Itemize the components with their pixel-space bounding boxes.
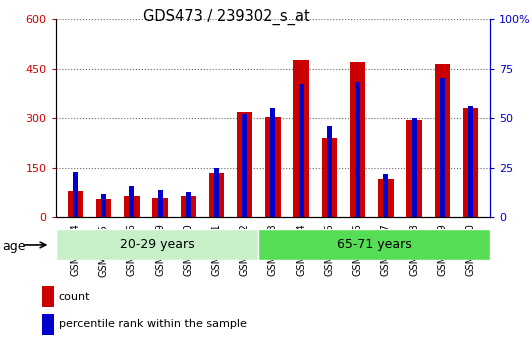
Bar xyxy=(265,117,281,217)
Bar xyxy=(299,85,304,217)
Bar xyxy=(259,229,490,260)
Bar xyxy=(186,191,191,217)
Bar xyxy=(157,190,163,217)
Bar xyxy=(463,108,478,217)
Bar xyxy=(129,186,134,217)
Bar xyxy=(42,314,54,335)
Bar xyxy=(378,179,394,217)
Bar xyxy=(42,286,54,307)
Bar xyxy=(68,191,83,217)
Bar xyxy=(181,196,196,217)
Bar xyxy=(407,120,422,217)
Bar xyxy=(214,168,219,217)
Bar xyxy=(56,229,259,260)
Bar xyxy=(96,199,111,217)
Bar xyxy=(355,82,360,217)
Text: GDS473 / 239302_s_at: GDS473 / 239302_s_at xyxy=(143,9,310,25)
Bar xyxy=(412,118,417,217)
Text: percentile rank within the sample: percentile rank within the sample xyxy=(59,319,246,329)
Bar xyxy=(237,111,252,217)
Bar xyxy=(327,126,332,217)
Bar xyxy=(322,138,337,217)
Bar xyxy=(270,108,276,217)
Bar xyxy=(209,173,224,217)
Bar xyxy=(383,174,388,217)
Bar xyxy=(73,172,78,217)
Bar xyxy=(468,106,473,217)
Bar xyxy=(152,197,168,217)
Bar xyxy=(350,62,365,217)
Bar xyxy=(294,60,309,217)
Bar xyxy=(101,194,106,217)
Bar xyxy=(242,114,247,217)
Bar xyxy=(124,196,139,217)
Bar xyxy=(440,79,445,217)
Text: 65-71 years: 65-71 years xyxy=(337,238,412,252)
Text: 20-29 years: 20-29 years xyxy=(120,238,195,252)
Text: count: count xyxy=(59,292,90,302)
Bar xyxy=(435,63,450,217)
Text: age: age xyxy=(3,240,26,253)
